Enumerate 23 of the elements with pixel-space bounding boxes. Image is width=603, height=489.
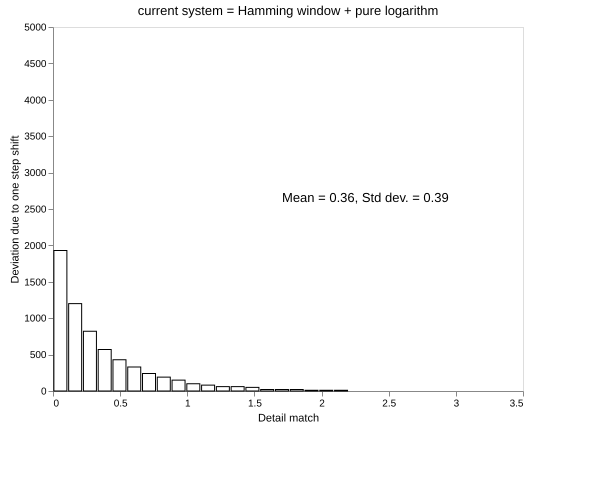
y-tick-label: 0 [40, 386, 47, 398]
y-tick-label: 500 [30, 350, 47, 362]
x-tick-label: 3 [454, 398, 460, 410]
x-tick-label: 2 [319, 398, 326, 410]
y-axis-title: Deviation due to one step shift [9, 136, 22, 284]
x-tick-label: 2.5 [382, 398, 397, 410]
x-tick-label: 1.5 [248, 398, 262, 410]
y-tick-label: 1500 [24, 277, 47, 288]
x-tick-label: 1 [185, 398, 192, 410]
y-tick-label: 3500 [24, 132, 47, 143]
y-tick-label: 1000 [24, 314, 47, 325]
y-tick-label: 2500 [24, 204, 47, 216]
y-tick-label: 4000 [24, 95, 47, 106]
y-tick-label: 4500 [24, 58, 47, 70]
x-tick-label: 0.5 [114, 398, 128, 410]
y-tick-label: 3000 [24, 168, 47, 180]
chart-title: current system = Hamming window + pure logarithm [138, 3, 438, 18]
x-tick-label: 0 [54, 398, 60, 410]
y-tick-label: 5000 [24, 22, 47, 34]
annotation: Mean = 0.36, Std dev. = 0.39 [282, 190, 449, 205]
x-axis-title: Detail match [258, 412, 320, 424]
x-tick-label: 3.5 [510, 398, 524, 410]
y-tick-label: 2000 [24, 240, 47, 252]
